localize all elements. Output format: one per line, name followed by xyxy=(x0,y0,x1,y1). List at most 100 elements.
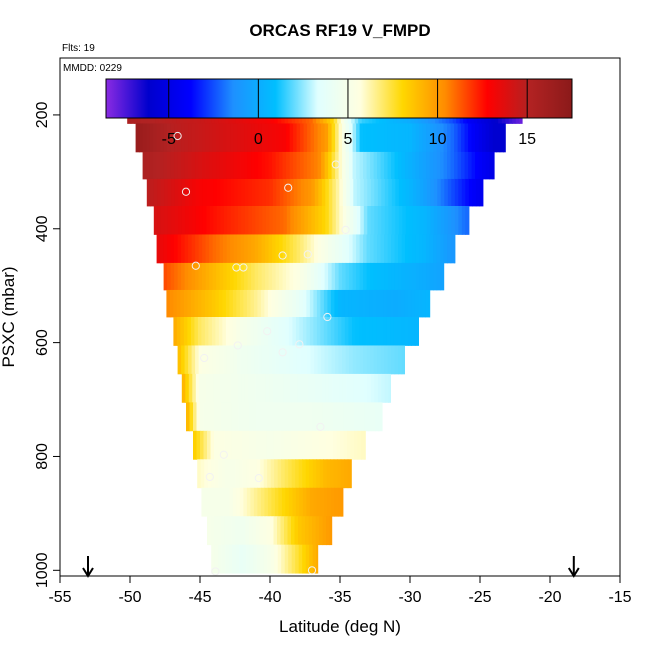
heatmap-cell xyxy=(313,289,318,318)
heatmap-cell xyxy=(309,289,314,318)
heatmap-cell xyxy=(338,123,343,153)
heatmap-cell xyxy=(253,289,258,318)
heatmap-cell xyxy=(251,178,256,207)
heatmap-cell xyxy=(339,178,344,207)
heatmap-cell xyxy=(300,373,305,403)
heatmap-cell xyxy=(290,178,295,207)
heatmap-cell xyxy=(207,430,212,460)
heatmap-cell xyxy=(426,123,431,153)
heatmap-cell xyxy=(282,234,287,264)
heatmap-cell xyxy=(440,151,445,180)
heatmap-cell xyxy=(412,262,417,291)
heatmap-cell xyxy=(419,206,424,235)
heatmap-cell xyxy=(258,345,263,375)
heatmap-cell xyxy=(272,234,277,264)
heatmap-cell xyxy=(279,178,284,207)
heatmap-cell xyxy=(281,289,286,318)
heatmap-cell xyxy=(188,373,193,403)
heatmap-cell xyxy=(188,345,193,375)
heatmap-cell xyxy=(395,178,400,207)
heatmap-cell xyxy=(436,151,441,180)
heatmap-cell xyxy=(387,234,392,264)
heatmap-cell xyxy=(195,178,200,207)
heatmap-cell xyxy=(426,234,431,264)
heatmap-cell xyxy=(363,178,368,207)
heatmap-cell xyxy=(228,430,233,460)
heatmap-cell xyxy=(222,317,227,346)
heatmap-cell xyxy=(216,178,221,207)
heatmap-cell xyxy=(267,459,272,489)
heatmap-cell xyxy=(224,430,229,460)
heatmap-cell xyxy=(312,459,317,489)
heatmap-cell xyxy=(405,178,410,207)
heatmap-cell xyxy=(337,459,342,489)
heatmap-cell xyxy=(195,206,200,235)
heatmap-cell xyxy=(451,206,456,235)
observation-point xyxy=(316,422,325,431)
heatmap-cell xyxy=(187,289,192,318)
heatmap-cell xyxy=(465,178,470,207)
heatmap-cell xyxy=(349,123,354,153)
heatmap-cell xyxy=(405,234,410,264)
heatmap-cell xyxy=(142,151,147,180)
heatmap-cell xyxy=(237,234,242,264)
heatmap-cell xyxy=(283,373,288,403)
heatmap-cell xyxy=(408,234,413,264)
heatmap-cell xyxy=(217,516,222,546)
heatmap-cell xyxy=(198,262,203,291)
heatmap-cell xyxy=(251,373,256,403)
heatmap-cell xyxy=(219,151,224,180)
heatmap-cell xyxy=(270,430,275,460)
heatmap-cell xyxy=(188,151,193,180)
heatmap-cell xyxy=(409,178,414,207)
heatmap-cell xyxy=(278,317,283,346)
heatmap-cell xyxy=(402,206,407,235)
heatmap-cell xyxy=(298,544,303,574)
heatmap-cell xyxy=(275,262,280,291)
heatmap-cell xyxy=(278,289,283,318)
heatmap-cell xyxy=(216,151,221,180)
heatmap-cell xyxy=(259,516,264,546)
heatmap-cell xyxy=(264,289,269,318)
heatmap-cell xyxy=(373,234,378,264)
heatmap-cell xyxy=(206,373,211,403)
heatmap-cell xyxy=(363,345,368,375)
heatmap-cell xyxy=(370,373,375,403)
heatmap-cell xyxy=(300,151,305,180)
heatmap-cell xyxy=(387,151,392,180)
heatmap-cell xyxy=(328,234,333,264)
heatmap-cell xyxy=(314,206,319,235)
heatmap-cell xyxy=(322,516,327,546)
heatmap-cell xyxy=(215,487,220,517)
heatmap-cell xyxy=(234,178,239,207)
heatmap-cell xyxy=(377,262,382,291)
heatmap-cell xyxy=(282,262,287,291)
heatmap-cell xyxy=(302,459,307,489)
heatmap-cell xyxy=(347,430,352,460)
heatmap-cell xyxy=(273,402,278,432)
heatmap-cell xyxy=(302,317,307,346)
heatmap-cell xyxy=(461,178,466,207)
heatmap-cell xyxy=(203,402,208,432)
heatmap-cell xyxy=(405,123,410,153)
heatmap-cell xyxy=(398,345,403,375)
heatmap-cell xyxy=(315,430,320,460)
heatmap-cell xyxy=(157,178,162,207)
heatmap-cell xyxy=(214,430,219,460)
heatmap-cell xyxy=(395,206,400,235)
heatmap-cell xyxy=(280,516,285,546)
heatmap-cell xyxy=(345,151,350,180)
heatmap-cell xyxy=(370,178,375,207)
heatmap-cell xyxy=(288,459,293,489)
heatmap-cell xyxy=(388,206,393,235)
heatmap-cell xyxy=(247,234,252,264)
heatmap-cell xyxy=(375,402,380,432)
heatmap-cell xyxy=(310,123,315,153)
heatmap-cell xyxy=(440,234,445,264)
heatmap-cell xyxy=(274,459,279,489)
heatmap-cell xyxy=(199,373,204,403)
heatmap-cell xyxy=(272,151,277,180)
heatmap-cell xyxy=(202,234,207,264)
heatmap-cell xyxy=(228,459,233,489)
heatmap-cell xyxy=(301,430,306,460)
